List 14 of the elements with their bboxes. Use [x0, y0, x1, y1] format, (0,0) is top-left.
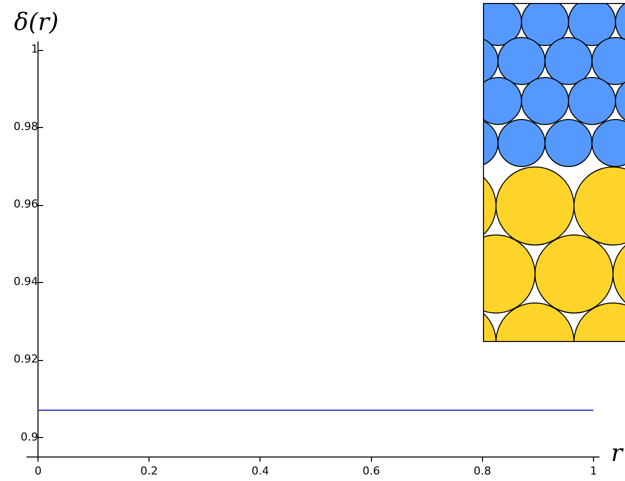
y-tick-label: 0.96: [14, 198, 38, 211]
x-tick-label: 0.6: [362, 464, 380, 478]
y-tick-label: 0.98: [14, 120, 38, 134]
y-tick-label: 0.9: [20, 430, 38, 444]
x-tick-label: 0.4: [251, 464, 269, 478]
x-axis-title: r: [611, 439, 624, 468]
x-tick-label: 0: [34, 464, 42, 478]
y-tick-label: 0.92: [14, 352, 38, 366]
y-tick-label: 1: [31, 42, 38, 56]
x-tick-label: 0.2: [140, 464, 158, 478]
y-axis-title: δ(r): [14, 8, 59, 36]
x-tick-label: 0.8: [474, 464, 492, 478]
y-tick-label: 0.94: [14, 275, 38, 288]
x-tick-label: 1: [590, 464, 597, 478]
